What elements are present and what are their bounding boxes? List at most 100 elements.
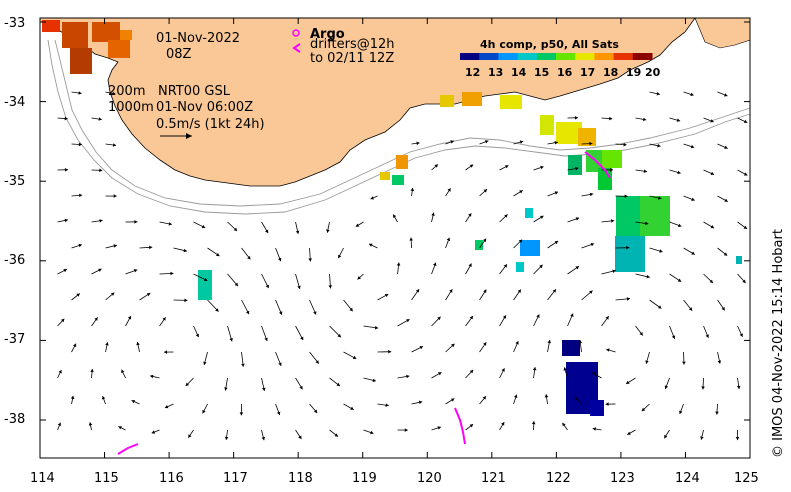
colorbar-swatch <box>517 53 538 60</box>
current-vector-head <box>626 245 630 250</box>
current-vector-head <box>450 140 454 144</box>
current-vector-head <box>531 421 536 425</box>
lon-tick: 115 <box>94 471 119 486</box>
current-vector-head <box>451 343 455 348</box>
lat-tick: -35 <box>4 174 25 189</box>
current-vector-head <box>468 263 472 267</box>
current-vector-head <box>715 411 719 415</box>
current-vector-head <box>431 212 435 216</box>
lon-tick: 114 <box>30 471 55 486</box>
current-vector-head <box>349 307 353 312</box>
current-vectors <box>57 91 748 441</box>
current-vector-head <box>677 223 682 228</box>
current-vector-head <box>150 374 154 379</box>
current-vector-head <box>415 289 420 293</box>
current-vector-head <box>570 313 574 317</box>
current-vector-head <box>215 308 219 312</box>
current-vector-head <box>519 140 524 144</box>
current-vector-head <box>612 269 616 273</box>
current-vector-head <box>64 168 68 172</box>
current-vector-head <box>78 142 82 147</box>
current-vector-head <box>352 355 357 359</box>
current-vector-head <box>313 409 318 413</box>
cb-tick: 19 <box>626 66 641 79</box>
current-vector-head <box>261 436 266 441</box>
current-vector-head <box>705 334 709 338</box>
current-vector-head <box>110 292 115 296</box>
current-vector-head <box>70 395 75 400</box>
current-vector-head <box>195 333 199 338</box>
current-vector-head <box>606 348 610 352</box>
argo-track-3 <box>584 151 611 179</box>
current-vector-head <box>247 256 251 260</box>
colorbar-swatch <box>536 53 557 60</box>
current-vector-head <box>265 284 269 289</box>
colorbar-swatch <box>498 53 519 60</box>
lon-tick: 118 <box>288 471 313 486</box>
colorbar-swatch <box>632 53 653 60</box>
scale-vector <box>160 133 192 139</box>
axis-ticks <box>39 18 751 458</box>
current-vector-head <box>449 289 453 293</box>
current-vector-head <box>234 282 238 287</box>
credit-text: © IMOS 04-Nov-2022 15:14 Hobart <box>771 229 786 458</box>
current-vector-head <box>575 166 579 171</box>
current-vector-head <box>710 171 715 175</box>
current-vector-head <box>98 117 102 121</box>
current-vector-head <box>437 316 441 321</box>
map-time: 08Z <box>166 47 192 62</box>
current-vector-head <box>658 305 662 309</box>
current-vector-head <box>717 360 722 364</box>
current-vector-head <box>451 398 455 402</box>
current-vector-head <box>61 318 65 323</box>
current-vector-head <box>688 307 693 311</box>
current-vector-head <box>574 116 578 120</box>
current-vector-head <box>721 306 725 311</box>
current-vector-head <box>554 141 558 145</box>
current-vector-head <box>168 222 172 226</box>
product-name: NRT00 GSL <box>158 84 231 99</box>
current-vector-head <box>396 262 401 266</box>
current-vector-head <box>336 382 340 386</box>
current-vector-head <box>328 285 333 289</box>
current-vector-head <box>58 370 62 374</box>
colorbar-swatch <box>575 53 595 60</box>
lat-tick: -33 <box>4 16 25 31</box>
current-vector-head <box>643 169 647 173</box>
current-vector-head <box>532 367 537 371</box>
current-vector-head <box>264 337 268 341</box>
current-vector-head <box>98 268 102 272</box>
current-vector-head <box>679 410 683 414</box>
current-vector-head <box>170 271 174 276</box>
colorbar-title: 4h comp, p50, All Sats <box>480 38 619 51</box>
current-vector-head <box>388 349 392 354</box>
current-vector-head <box>295 230 300 234</box>
current-vector-head <box>623 142 627 147</box>
lat-tick: -36 <box>4 253 25 268</box>
current-vector-head <box>724 198 728 202</box>
lat-tick: -37 <box>4 332 25 347</box>
current-vector-head <box>151 430 156 434</box>
current-vector-head <box>149 245 153 250</box>
current-vector-head <box>646 274 650 279</box>
current-vector-head <box>337 333 341 338</box>
current-vector-head <box>121 369 125 374</box>
cb-tick: 15 <box>534 66 549 79</box>
current-vector-head <box>605 402 609 406</box>
current-vector-head <box>203 361 207 365</box>
current-vector-head <box>589 192 594 197</box>
lon-tick: 123 <box>610 471 635 486</box>
current-vector-head <box>297 285 301 289</box>
current-vector-head <box>724 145 728 149</box>
current-vector-head <box>447 188 451 192</box>
cb-tick: 12 <box>465 66 480 79</box>
cb-tick: 20 <box>645 66 661 79</box>
current-vector-head <box>278 257 282 262</box>
cb-tick: 18 <box>603 66 618 79</box>
lon-tick: 122 <box>546 471 571 486</box>
current-vector-head <box>552 289 556 293</box>
current-vector-head <box>372 378 376 383</box>
current-vector-head <box>188 434 192 438</box>
current-vector-head <box>78 91 82 95</box>
argo-track-2 <box>117 443 139 455</box>
